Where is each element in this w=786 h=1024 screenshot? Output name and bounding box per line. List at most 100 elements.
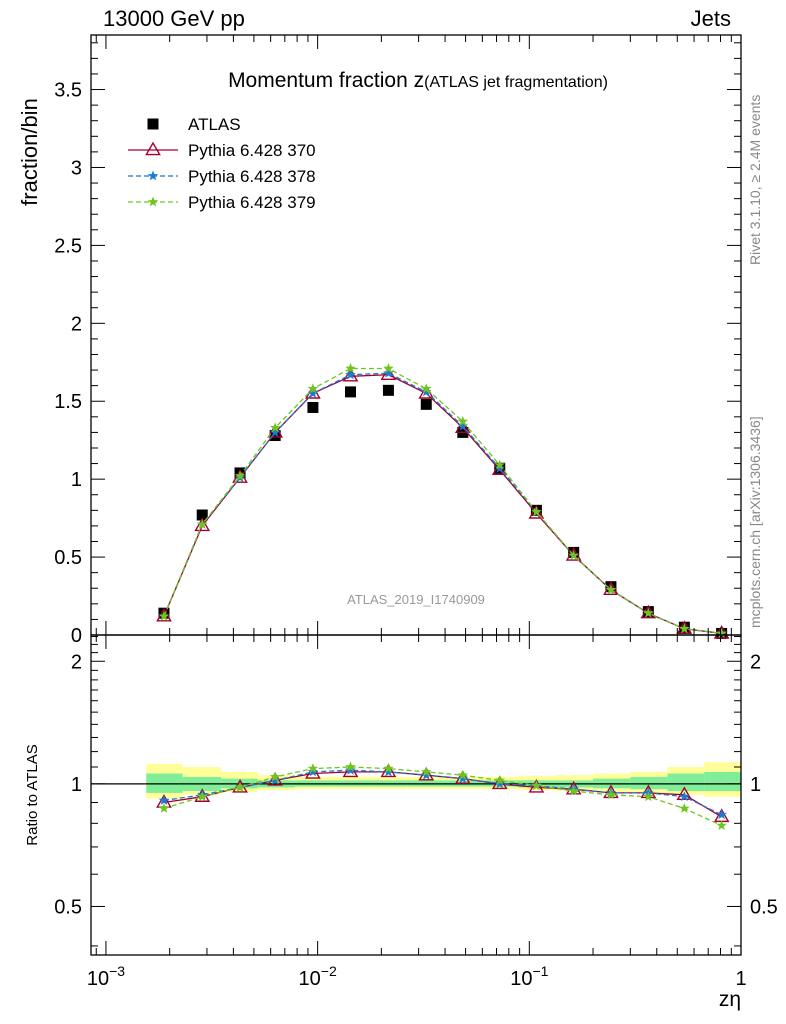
x-tick-exponent: −2 <box>321 963 337 979</box>
ratio-band-stat <box>704 771 741 792</box>
ratio-series-marker-1 <box>269 774 281 785</box>
main-y-tick-label: 1 <box>71 469 82 491</box>
ratio-y-tick-label-right: 2 <box>750 651 761 673</box>
plot-title-main: Momentum fraction <box>228 69 414 92</box>
analysis-label: ATLAS_2019_I1740909 <box>347 592 485 607</box>
ratio-series-marker-2 <box>568 785 579 796</box>
plot-title: Momentum fraction z(ATLAS jet fragmentat… <box>228 69 608 92</box>
mc-series-marker-3 <box>643 607 654 618</box>
axes-ticks: 10−3 10−2 10−1 1 0 0.5 1 1.5 2 2.5 3 3.5 0.5 0.5 1 1 2 2 <box>54 35 778 990</box>
ratio-series-marker-2 <box>197 791 208 802</box>
main-y-tick-label: 2.5 <box>54 235 82 257</box>
ratio-series-marker-1 <box>158 795 170 805</box>
ratio-y-tick-label-right: 1 <box>750 774 761 796</box>
mc-series-marker-3 <box>568 550 579 560</box>
atlas-data-point <box>307 401 319 413</box>
x-tick-label: 1 <box>735 968 746 990</box>
ratio-series-marker-2 <box>269 771 281 782</box>
mc-series-marker-1 <box>194 517 211 532</box>
ratio-series-marker-2 <box>494 774 505 785</box>
legend-marker <box>147 196 159 207</box>
mc-series-marker-2 <box>494 462 505 473</box>
ratio-band-stat <box>630 776 668 790</box>
ratio-series-marker-2 <box>643 791 654 802</box>
ratio-ylabel: Ratio to ATLAS <box>24 744 41 845</box>
mc-series-marker-1 <box>491 461 508 476</box>
ratio-band-stat <box>667 773 705 792</box>
mc-series-marker-1 <box>454 419 471 433</box>
mc-series-marker-3 <box>158 610 170 621</box>
main-ylabel: fraction/bin <box>17 98 42 206</box>
mc-series-marker-2 <box>345 369 356 380</box>
legend-label: ATLAS <box>188 115 241 134</box>
ratio-series-marker-2 <box>716 820 727 830</box>
ratio-y-tick-label-right: 0.5 <box>750 896 778 918</box>
ratio-series-marker-2 <box>307 763 319 774</box>
main-y-tick-label: 3 <box>71 157 82 179</box>
ratio-series-marker-2 <box>605 789 617 800</box>
ratio-series-marker-1 <box>679 791 690 802</box>
main-y-tick-label: 3.5 <box>54 80 82 102</box>
mc-series-marker-3 <box>531 506 542 517</box>
ratio-series-line-2 <box>163 766 722 827</box>
mc-series-line-2 <box>163 372 722 635</box>
ratio-series-marker-2 <box>345 761 356 772</box>
ratio-series-marker-2 <box>457 769 468 780</box>
ratio-series-marker-2 <box>158 803 170 813</box>
mc-series-marker-2 <box>457 420 468 431</box>
atlas-data-point <box>345 386 357 398</box>
mc-series-marker-2 <box>421 386 432 397</box>
main-y-tick-label: 0.5 <box>54 547 82 569</box>
ratio-y-tick-label-left: 2 <box>71 651 82 673</box>
plot-title-sub: (ATLAS jet fragmentation) <box>424 74 608 91</box>
ratio-series-marker-1 <box>494 778 505 789</box>
mc-series-marker-3 <box>716 627 727 638</box>
mc-series-marker-3 <box>345 363 356 373</box>
ratio-series-marker-1 <box>345 764 356 775</box>
legend-label: Pythia 6.428 378 <box>188 167 316 186</box>
ratio-series-marker-0 <box>676 786 693 801</box>
legend-marker <box>145 141 161 156</box>
main-y-tick-label: 0 <box>71 625 82 647</box>
mc-series-marker-3 <box>421 383 432 394</box>
x-tick-exponent: −3 <box>109 963 125 979</box>
legend-marker-atlas <box>147 118 159 130</box>
mc-series-marker-3 <box>197 518 208 529</box>
ratio-series-marker-1 <box>307 766 319 777</box>
legend-label: Pythia 6.428 370 <box>188 141 316 160</box>
x-tick-exponent: −1 <box>532 963 548 979</box>
plot-title-var: z <box>414 69 425 92</box>
header-category-label: Jets <box>690 6 731 31</box>
ratio-series-marker-1 <box>457 773 468 784</box>
ratio-y-tick-label-left: 1 <box>71 774 82 796</box>
x-tick-label: 10−1 <box>510 963 548 990</box>
x-tick-label: 10−2 <box>299 963 337 990</box>
ratio-series-marker-1 <box>421 769 432 780</box>
mc-series-marker-3 <box>234 470 246 481</box>
mc-series-marker-3 <box>494 459 505 470</box>
ratio-plot-frame <box>90 634 742 956</box>
atlas-data-point <box>420 398 432 410</box>
atlas-data-point <box>269 430 281 442</box>
legend-marker <box>147 170 159 181</box>
mc-series-marker-2 <box>383 367 394 378</box>
atlas-data-point <box>382 384 394 396</box>
ratio-y-tick-label-left: 0.5 <box>54 896 82 918</box>
ratio-series-marker-2 <box>679 803 690 813</box>
rivet-version-label: Rivet 3.1.10, ≥ 2.4M events <box>747 95 763 265</box>
ratio-band-stat <box>146 773 183 793</box>
mc-series-marker-2 <box>307 387 319 398</box>
x-tick-label: 10−3 <box>87 963 125 990</box>
ratio-series-marker-1 <box>716 809 727 820</box>
ratio-series-marker-2 <box>383 763 394 774</box>
mc-series-marker-2 <box>269 426 281 437</box>
ratio-series-marker-2 <box>421 766 432 777</box>
mc-series-marker-3 <box>383 363 394 373</box>
mcplots-label: mcplots.cern.ch [arXiv:1306.3436] <box>747 416 763 628</box>
legend-label: Pythia 6.428 379 <box>188 193 316 212</box>
mc-series-marker-3 <box>457 416 468 426</box>
plot-frames <box>90 34 742 956</box>
header-process-label: 13000 GeV pp <box>103 6 245 31</box>
main-plot-layer <box>156 363 730 639</box>
